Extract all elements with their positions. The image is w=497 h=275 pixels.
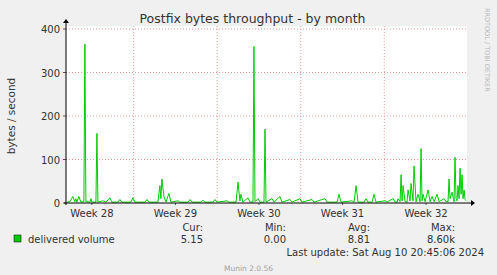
- chart: Postfix bytes throughput - by month bytes…: [0, 0, 497, 275]
- y-axis-label: bytes / second: [5, 78, 17, 155]
- stat-header: Cur:: [182, 222, 203, 233]
- x-tick-label: Week 31: [321, 208, 364, 219]
- y-grid-line: [66, 116, 467, 117]
- y-axis-arrow: [63, 19, 69, 23]
- x-grid-line: [217, 26, 218, 203]
- background: [0, 0, 497, 275]
- x-tick-label: Week 30: [237, 208, 280, 219]
- stat-header: Max:: [431, 222, 455, 233]
- stat-value: 5.15: [181, 234, 203, 245]
- plot-area: [66, 26, 467, 203]
- stat-header: Avg:: [348, 222, 370, 233]
- x-tick-label: Week 29: [154, 208, 197, 219]
- x-grid-line: [133, 26, 134, 203]
- x-axis: [64, 203, 471, 204]
- y-tick-label: 400: [41, 24, 60, 35]
- footer: Munin 2.0.56: [224, 264, 273, 273]
- y-tick-label: 0: [54, 198, 60, 209]
- y-tick-label: 300: [41, 68, 60, 79]
- x-tick-label: Week 28: [70, 208, 113, 219]
- x-axis-arrow: [471, 200, 475, 206]
- legend-swatch: [14, 235, 21, 242]
- legend-label: delivered volume: [28, 234, 115, 245]
- y-axis: [66, 23, 67, 205]
- stat-value: 0.00: [264, 234, 286, 245]
- watermark: RRDTOOL / TOBI OETIKER: [483, 8, 491, 92]
- y-grid-line: [66, 159, 467, 160]
- y-grid-line: [66, 72, 467, 73]
- plot-data: [67, 44, 466, 202]
- title: Postfix bytes throughput - by month: [139, 11, 365, 26]
- series-line: [67, 44, 466, 202]
- x-grid-line: [300, 26, 301, 203]
- y-grid-line: [66, 29, 467, 30]
- y-tick-label: 200: [41, 111, 60, 122]
- last-update: Last update: Sat Aug 10 20:45:06 2024: [286, 247, 484, 258]
- x-grid-line: [384, 26, 385, 203]
- y-tick-label: 100: [41, 155, 60, 166]
- stat-value: 8.60k: [427, 234, 455, 245]
- stat-header: Min:: [265, 222, 286, 233]
- stat-value: 8.81: [348, 234, 370, 245]
- x-tick-label: Week 32: [404, 208, 447, 219]
